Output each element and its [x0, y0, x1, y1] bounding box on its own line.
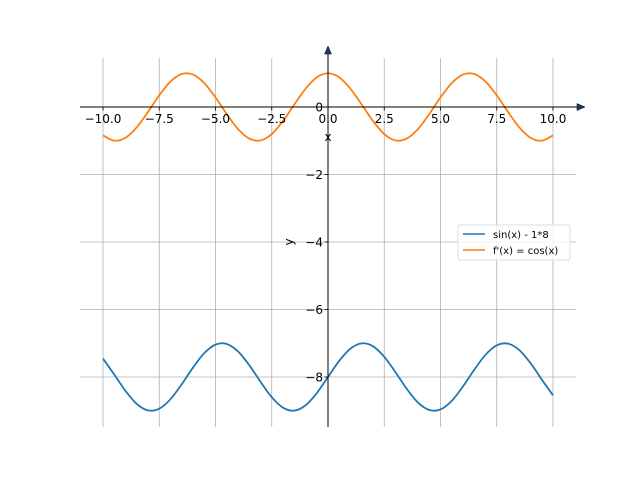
x-tick-label: −10.0 [85, 112, 122, 126]
x-tick-label: −2.5 [257, 112, 286, 126]
x-tick-label: 2.5 [375, 112, 394, 126]
x-tick-label: −7.5 [145, 112, 174, 126]
y-tick-label: −6 [305, 303, 323, 317]
x-axis-label: x [324, 130, 331, 144]
axes: −10.0−7.5−5.0−2.50.02.55.07.510.00−2−4−6… [80, 45, 586, 427]
y-tick-label: −2 [305, 168, 323, 182]
y-axis-arrow-icon [324, 45, 332, 55]
y-axis-label: y [282, 238, 296, 245]
legend-label-sin: sin(x) - 1*8 [493, 230, 549, 241]
y-tick-label: −4 [305, 236, 323, 250]
x-axis-arrow-icon [576, 103, 586, 111]
x-tick-label: 7.5 [487, 112, 506, 126]
y-tick-label: −8 [305, 371, 323, 385]
x-tick-label: 10.0 [540, 112, 567, 126]
x-tick-label: −5.0 [201, 112, 230, 126]
legend: sin(x) - 1*8 f'(x) = cos(x) [457, 224, 571, 261]
legend-label-cos: f'(x) = cos(x) [493, 246, 558, 257]
legend-frame [457, 224, 571, 261]
x-tick-label: 5.0 [431, 112, 450, 126]
